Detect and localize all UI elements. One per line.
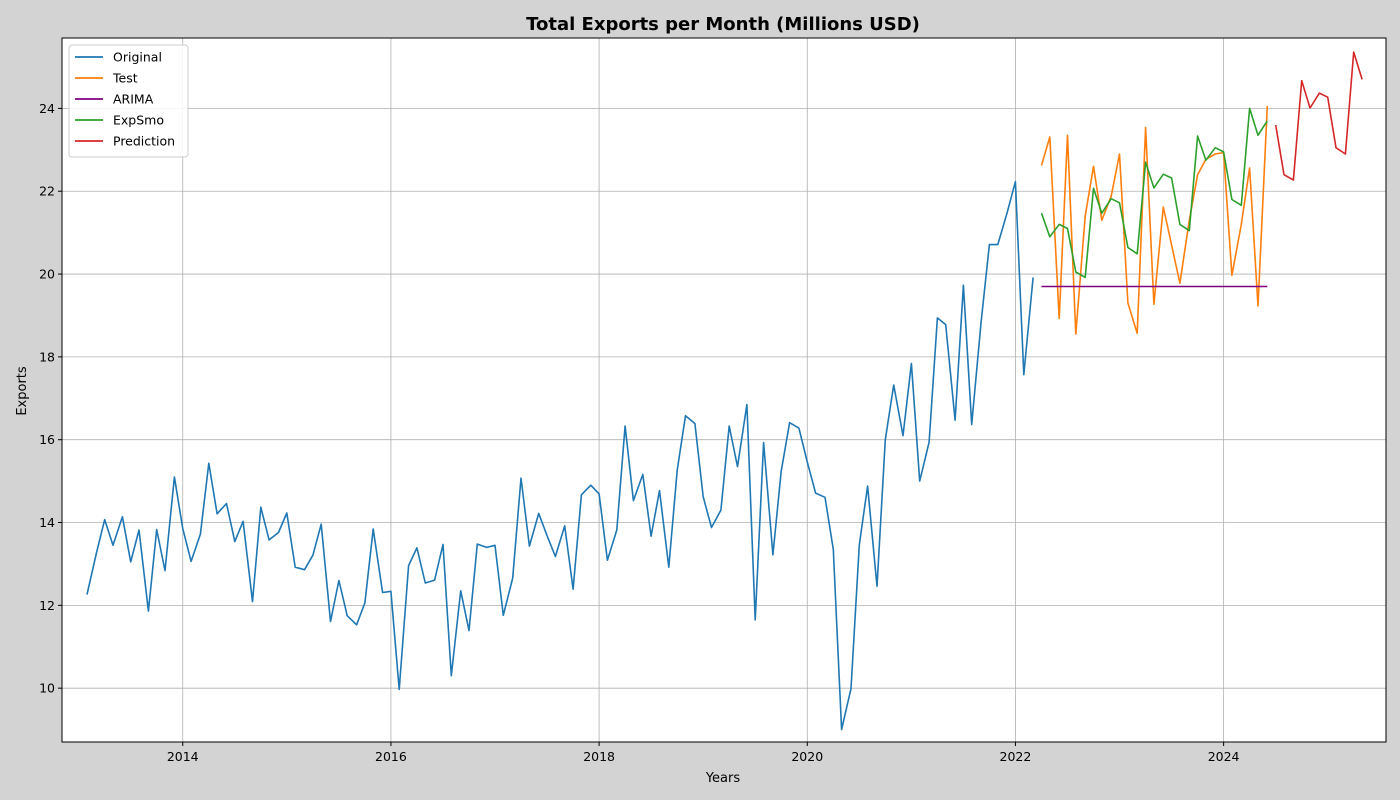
x-tick-label: 2018	[583, 749, 615, 764]
legend-label-arima: ARIMA	[113, 92, 154, 107]
y-tick-label: 20	[39, 267, 55, 282]
legend-label-test: Test	[112, 71, 138, 86]
plot-frame	[61, 37, 1387, 743]
series-line-prediction	[1274, 51, 1363, 181]
legend-label-original: Original	[113, 50, 162, 65]
legend-box	[68, 44, 189, 158]
x-tick-label: 2014	[167, 749, 199, 764]
x-tick-label: 2024	[1208, 749, 1240, 764]
y-tick-label: 18	[39, 349, 55, 364]
x-tick-label: 2020	[791, 749, 823, 764]
series-line-expsmo	[1040, 107, 1268, 279]
y-tick-label: 10	[39, 681, 55, 696]
series-line-original	[86, 180, 1034, 731]
legend-label-expsmo: ExpSmo	[113, 113, 164, 128]
legend: Original Test ARIMA ExpSmo Prediction	[68, 44, 189, 158]
y-axis-label: Exports	[15, 366, 30, 416]
y-tick-label: 24	[39, 101, 55, 116]
x-tick-label: 2016	[375, 749, 407, 764]
x-axis-label: Years	[705, 771, 741, 786]
y-tick-label: 22	[39, 184, 55, 199]
legend-label-prediction: Prediction	[113, 134, 175, 149]
chart-title: Total Exports per Month (Millions USD)	[526, 14, 920, 35]
plot-background	[62, 38, 1386, 742]
y-tick-label: 12	[39, 598, 55, 613]
y-tick-label: 16	[39, 432, 55, 447]
y-tick-label: 14	[39, 515, 55, 530]
series-line-test	[1040, 105, 1269, 335]
x-tick-label: 2022	[1000, 749, 1032, 764]
series-lines	[86, 51, 1363, 731]
